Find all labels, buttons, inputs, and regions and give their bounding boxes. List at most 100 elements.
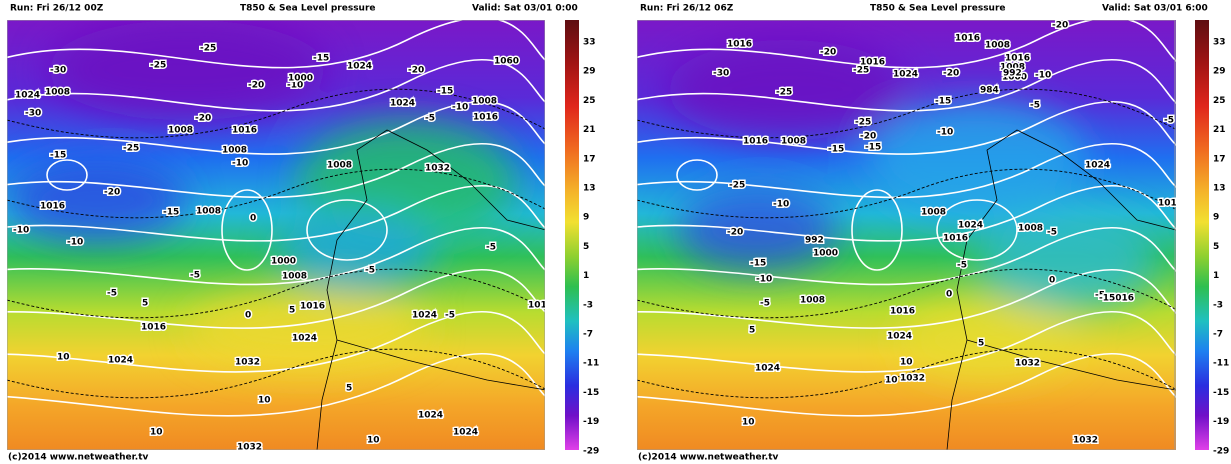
colorbar-tick-label: 13 [1213, 184, 1226, 194]
colorbar-tick-label: -11 [1213, 359, 1229, 369]
maps: Run: Fri 26/12 00Z T850 & Sea Level press… [7, 4, 1229, 463]
contour-label: -5 [760, 299, 770, 309]
contour-label: 5 [978, 339, 984, 349]
colorbar [1195, 20, 1209, 450]
contour-label: 1008 [1018, 224, 1043, 234]
map-title: T850 & Sea Level pressure [240, 4, 376, 14]
contour-label: 1008 [921, 208, 946, 218]
isobar [7, 20, 545, 69]
contour-label: 1008 [781, 137, 806, 147]
isobar [637, 185, 1176, 242]
contour-label: -15 [935, 97, 951, 107]
contour-label: 1016 [232, 126, 257, 136]
contour-label: -10 [1035, 71, 1051, 81]
colorbar-tick-label: -3 [1213, 300, 1223, 310]
isobar [7, 311, 545, 373]
colorbar-tick-label: 5 [1213, 242, 1219, 252]
contour-label: -10 [287, 81, 303, 91]
colorbar-tick-label: 1 [1213, 271, 1219, 281]
contour-label: -10 [452, 103, 468, 113]
contour-label: 10 [57, 353, 70, 363]
contour-label: 1016 [955, 34, 980, 44]
contour-label: -20 [248, 81, 264, 91]
field-blob [7, 160, 187, 240]
contour-label: 10 [258, 396, 271, 406]
contour-label: 1024 [412, 311, 437, 321]
contour-label: -5 [1030, 101, 1040, 111]
field-blob [297, 120, 517, 240]
contour-label: -20 [943, 69, 959, 79]
contour-label: 1000 [271, 257, 296, 267]
contour-label: -5 [1095, 291, 1105, 301]
contour-label: 1008 [1000, 63, 1025, 73]
contour-label: 5 [142, 299, 148, 309]
isobar [637, 59, 1176, 112]
contour-label: -15 [313, 54, 329, 64]
contour-label: 10 [900, 358, 913, 368]
contour-label: -15 [865, 143, 881, 153]
contour-label: 1016 [727, 40, 752, 50]
run-label: Run: Fri 26/12 06Z [640, 4, 734, 14]
valid-label: Valid: Sat 03/01 0:00 [472, 4, 578, 14]
isobar [46, 159, 88, 191]
contour-label: 1008 [168, 126, 193, 136]
isobar [637, 311, 1176, 373]
colorbar-tick-label: 1 [583, 271, 589, 281]
contour-label: -15 [50, 151, 66, 161]
isobar [637, 143, 1176, 199]
contour-label: 992 [805, 236, 824, 246]
contour-label: -20 [727, 228, 743, 238]
colorbar-tick-label: 29 [1213, 67, 1226, 77]
map-border [637, 20, 1176, 450]
contour-label: 1032 [237, 443, 262, 453]
colorbar-tick-label: -7 [583, 330, 593, 340]
isotherm [7, 168, 545, 219]
colorbar-tick-label: 33 [583, 38, 596, 48]
contour-label: 10 [367, 436, 380, 446]
contour-label: 1024 [755, 364, 780, 374]
colorbar-tick-label: 9 [1213, 213, 1219, 223]
contour-label: 1016 [528, 301, 553, 311]
colorbar-tick-label: -7 [1213, 330, 1223, 340]
isobar [936, 199, 1018, 261]
contour-label: -10 [937, 128, 953, 138]
isobar [7, 269, 545, 329]
contour-label: -5 [1047, 228, 1057, 238]
contour-label: 1024 [108, 356, 133, 366]
contour-label: 1016 [1109, 294, 1134, 304]
field-blob [47, 20, 327, 120]
contour-label: 1008 [327, 161, 352, 171]
isobar [306, 199, 388, 261]
contour-label: -20 [820, 48, 836, 58]
contour-label: -5 [190, 271, 200, 281]
contour-label: 1016 [40, 202, 65, 212]
contours [637, 20, 1176, 417]
isobar [637, 227, 1176, 286]
field-blob [667, 40, 907, 140]
contour-label: -20 [408, 66, 424, 76]
colorbar-tick-label: 21 [583, 125, 596, 135]
contour-label: -25 [855, 118, 871, 128]
colorbar-tick-label: 33 [1213, 38, 1226, 48]
contour-label: 1060 [494, 57, 519, 67]
contour-label: 1016 [1005, 54, 1030, 64]
contour-label: -20 [104, 188, 120, 198]
colorbar-tick-label: -3 [583, 300, 593, 310]
colorbar-tick-label: 25 [583, 96, 596, 106]
colorbar-tick-label: 5 [583, 242, 589, 252]
isobar [7, 185, 545, 242]
contour-label: -30 [50, 66, 66, 76]
contour-label: -5 [957, 261, 967, 271]
isotherms [637, 88, 1176, 399]
contour-label: -10 [13, 226, 29, 236]
isobar [851, 189, 903, 271]
contour-label: 984 [980, 86, 999, 96]
isotherm [7, 348, 545, 399]
contour-label: -5 [365, 266, 375, 276]
contour-label: 1024 [15, 91, 40, 101]
contour-label: -10 [232, 159, 248, 169]
field-blob [187, 290, 427, 370]
isobar [7, 143, 545, 199]
field-blob [897, 300, 1077, 380]
